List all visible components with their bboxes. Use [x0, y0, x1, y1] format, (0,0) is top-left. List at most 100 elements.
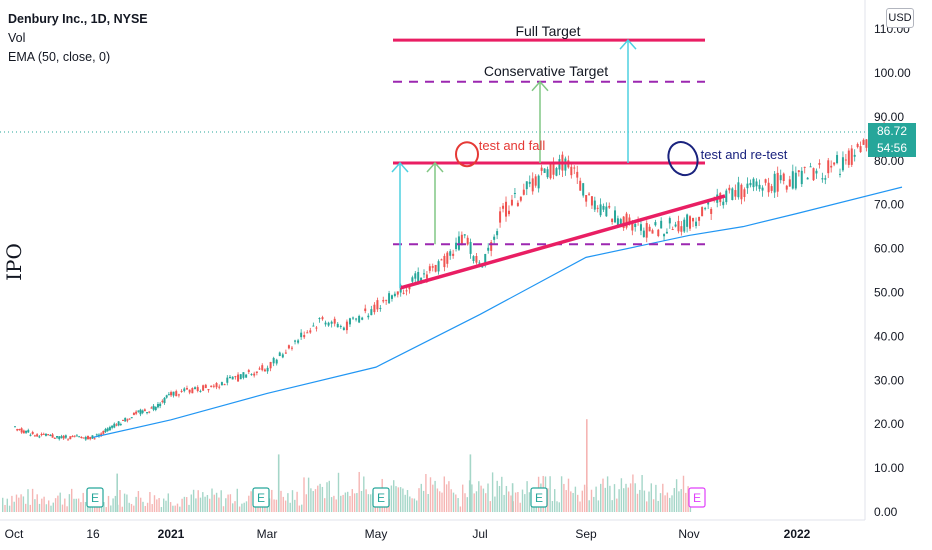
volume-bar [418, 488, 420, 512]
volume-bar [549, 476, 551, 512]
candle-body [645, 223, 648, 238]
volume-bar [190, 494, 192, 512]
candle-body [844, 159, 847, 161]
x-tick-label: Nov [678, 527, 699, 541]
candle-body [108, 427, 111, 431]
candle-body [487, 247, 490, 251]
candle-body [836, 155, 839, 164]
candle-body [466, 237, 469, 245]
x-tick-label: Oct [5, 527, 24, 541]
volume-bar [273, 499, 275, 512]
candle-body [631, 223, 634, 231]
volume-bar [59, 492, 61, 512]
candle-body [263, 369, 266, 372]
volume-bar [48, 500, 50, 512]
candle-body [104, 429, 107, 433]
volume-bar [528, 492, 531, 512]
earnings-marker-label: E [377, 491, 385, 505]
candle-body [115, 424, 118, 426]
volume-bar [556, 501, 558, 512]
candle-body [170, 392, 173, 396]
volume-bar [34, 499, 36, 512]
candle-body [218, 386, 221, 388]
candle-body [348, 318, 351, 325]
currency-button[interactable]: USD [886, 8, 914, 28]
volume-bar [64, 498, 66, 512]
volume-bar [275, 499, 278, 512]
volume-bar [146, 502, 149, 512]
candle-body [405, 290, 408, 292]
volume-bar [606, 476, 609, 512]
candle-body [177, 394, 180, 396]
candle-body [303, 335, 306, 338]
candle-body [175, 391, 178, 397]
candle-body [449, 251, 452, 256]
volume-bar [393, 480, 395, 512]
candle-body [146, 412, 149, 414]
candle-body [809, 166, 812, 168]
candle-body [663, 234, 666, 237]
candle-body [321, 317, 324, 320]
candle-body [58, 436, 61, 440]
test-and-fail-circle [455, 141, 479, 168]
candle-body [220, 382, 223, 386]
candle-body [576, 171, 579, 178]
candle-body [306, 332, 309, 334]
candle-body [452, 253, 455, 256]
volume-bar [307, 477, 310, 512]
volume-bar [213, 494, 215, 512]
candle-body [510, 199, 513, 206]
candle-body [865, 139, 868, 148]
candle-body [847, 150, 850, 165]
x-tick-label: Jul [472, 527, 487, 541]
volume-bar [390, 485, 393, 512]
candle-body [460, 234, 463, 246]
volume-bar [188, 504, 190, 512]
candle-body [513, 192, 516, 194]
candle-body [25, 430, 28, 433]
candle-body [660, 220, 663, 229]
candle-body [202, 385, 205, 391]
candle-body [84, 436, 87, 440]
volume-bar [455, 494, 457, 512]
volume-bar [510, 495, 512, 512]
volume-bar [277, 454, 280, 512]
volume-bar [172, 505, 174, 512]
volume-bar [192, 489, 195, 512]
candle-body [475, 256, 478, 263]
candle-body [64, 435, 67, 438]
volume-bar [482, 488, 485, 512]
candle-body [161, 400, 164, 402]
candle-body [75, 435, 78, 437]
candle-body [80, 437, 83, 439]
volume-bar [572, 492, 574, 512]
candle-body [455, 242, 458, 249]
measure-arrow-mid-head [426, 161, 444, 173]
candle-body [255, 371, 258, 373]
candle-body [315, 327, 318, 329]
candle-body [782, 173, 785, 181]
volume-bar [439, 491, 441, 512]
volume-bar [326, 482, 328, 512]
candle-body [818, 163, 821, 165]
volume-bar [560, 476, 563, 512]
candle-body [333, 318, 336, 324]
y-tick-label: 50.00 [874, 286, 904, 300]
volume-bar [112, 498, 114, 512]
candle-body [800, 170, 803, 185]
volume-bar [671, 495, 673, 512]
candle-body [758, 184, 761, 189]
volume-bar [11, 495, 13, 512]
candle-body [247, 370, 250, 373]
candle-body [148, 411, 151, 413]
candle-body [496, 231, 499, 236]
volume-bar [641, 475, 643, 512]
volume-bar [554, 489, 556, 512]
full-target-arrow-head [619, 38, 637, 50]
candle-body [499, 211, 502, 223]
candle-body [355, 318, 358, 320]
candle-body [625, 213, 628, 228]
candle-body [294, 340, 297, 342]
y-tick-label: 60.00 [874, 242, 904, 256]
